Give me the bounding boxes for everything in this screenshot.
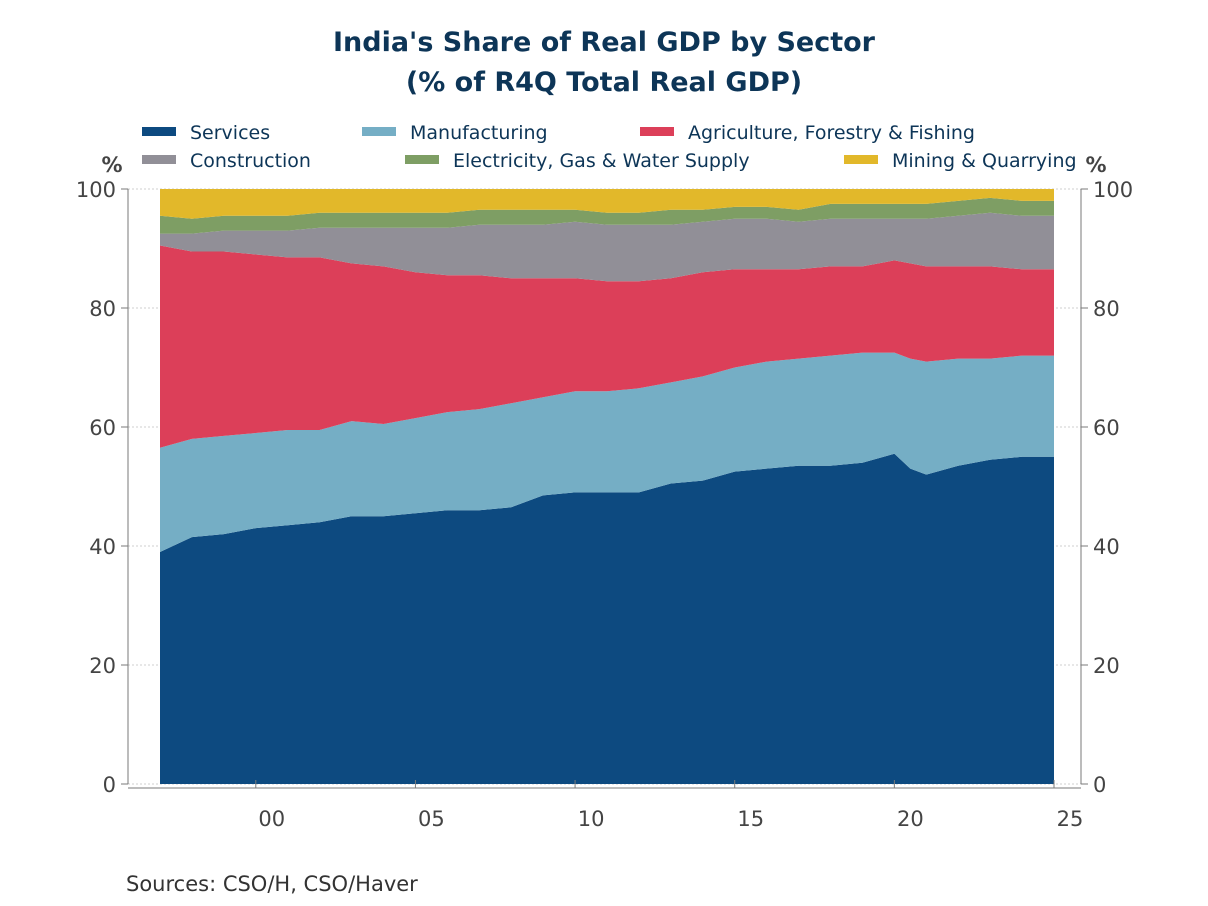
area-mining-quarrying	[160, 189, 1054, 219]
area-agriculture-forestry-fishing	[160, 245, 1054, 448]
legend-label-services: Services	[190, 122, 270, 144]
xtick-label-15: 15	[737, 807, 764, 831]
area-services	[160, 453, 1054, 784]
legend-swatch-manufacturing	[362, 127, 396, 136]
xtick-label-25: 25	[1057, 807, 1084, 831]
left-axis-unit: %	[101, 153, 122, 177]
ytick-label-left-100: 100	[76, 178, 116, 202]
xtick-label-20: 20	[897, 807, 924, 831]
ytick-label-right-20: 20	[1093, 654, 1120, 678]
ytick-label-left-40: 40	[89, 535, 116, 559]
legend-swatch-agriculture-forestry-fishing	[640, 127, 674, 136]
ytick-label-left-60: 60	[89, 416, 116, 440]
area-manufacturing	[160, 352, 1054, 552]
xtick-label-05: 05	[418, 807, 445, 831]
chart-subtitle: (% of R4Q Total Real GDP)	[406, 67, 802, 98]
ytick-label-right-100: 100	[1093, 178, 1133, 202]
legend-label-agriculture-forestry-fishing: Agriculture, Forestry & Fishing	[688, 122, 975, 144]
ytick-label-right-0: 0	[1093, 773, 1106, 797]
stacked-areas	[160, 189, 1054, 784]
xtick-label-10: 10	[578, 807, 605, 831]
ytick-label-left-0: 0	[103, 773, 116, 797]
area-electricity-gas-water-supply	[160, 197, 1054, 234]
legend-swatch-electricity-gas-water-supply	[405, 155, 439, 164]
ytick-label-right-40: 40	[1093, 535, 1120, 559]
area-construction	[160, 212, 1054, 282]
legend-label-mining-quarrying: Mining & Quarrying	[892, 150, 1077, 172]
source-note: Sources: CSO/H, CSO/Haver	[126, 872, 418, 896]
ytick-label-left-80: 80	[89, 297, 116, 321]
ytick-label-left-20: 20	[89, 654, 116, 678]
right-axis-unit: %	[1085, 153, 1106, 177]
legend-label-manufacturing: Manufacturing	[410, 122, 548, 144]
legend-swatch-construction	[142, 155, 176, 164]
legend-swatch-services	[142, 127, 176, 136]
xtick-label-00: 00	[258, 807, 285, 831]
legend-swatch-mining-quarrying	[844, 155, 878, 164]
legend: Services Manufacturing Agriculture, Forest…	[142, 122, 1077, 172]
ytick-label-right-60: 60	[1093, 416, 1120, 440]
ytick-label-right-80: 80	[1093, 297, 1120, 321]
legend-label-construction: Construction	[190, 150, 311, 172]
chart-title: India's Share of Real GDP by Sector	[333, 27, 876, 58]
legend-label-electricity-gas-water-supply: Electricity, Gas & Water Supply	[453, 150, 750, 172]
